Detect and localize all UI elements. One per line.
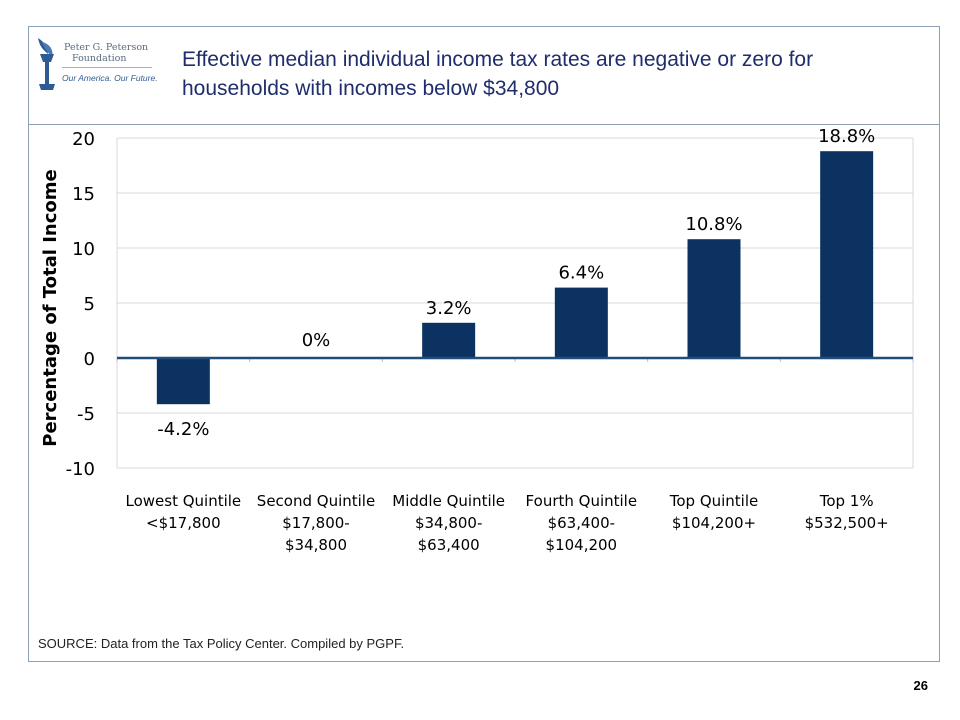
x-category-label: $34,800 xyxy=(285,536,347,554)
x-category-label: $17,800- xyxy=(282,514,349,532)
logo-name-line1: Peter G. Peterson xyxy=(64,42,149,53)
y-axis-title: Percentage of Total Income xyxy=(40,169,61,447)
data-label: 3.2% xyxy=(426,298,472,319)
x-category-label: Top Quintile xyxy=(669,492,759,510)
logo-rule xyxy=(62,67,152,68)
x-category-label: $104,200 xyxy=(546,536,618,554)
torch-icon xyxy=(38,38,55,90)
y-tick-label: 15 xyxy=(72,184,95,205)
bar xyxy=(156,358,210,405)
x-category-label: Lowest Quintile xyxy=(125,492,241,510)
header-divider xyxy=(28,124,940,125)
x-category-label: <$17,800 xyxy=(146,514,221,532)
y-tick-label: 10 xyxy=(72,239,95,260)
slide-frame xyxy=(28,26,940,662)
y-tick-label: 5 xyxy=(84,294,95,315)
foundation-logo: Peter G. Peterson Foundation Our America… xyxy=(34,36,158,94)
x-category-label: Top 1% xyxy=(819,492,874,510)
x-category-label: $34,800- xyxy=(415,514,482,532)
data-label: -4.2% xyxy=(157,419,209,440)
data-label: 6.4% xyxy=(558,263,604,284)
x-category-label: Fourth Quintile xyxy=(526,492,638,510)
x-category-label: $532,500+ xyxy=(805,514,889,532)
bar xyxy=(820,151,874,358)
x-category-label: $63,400 xyxy=(418,536,480,554)
y-tick-label: 20 xyxy=(72,129,95,150)
bar xyxy=(554,287,608,358)
y-tick-label: 0 xyxy=(84,349,95,370)
page-number: 26 xyxy=(913,678,928,693)
data-label: 10.8% xyxy=(685,214,742,235)
x-category-label: $104,200+ xyxy=(672,514,756,532)
slide-title: Effective median individual income tax r… xyxy=(182,48,814,100)
x-category-label: $63,400- xyxy=(548,514,615,532)
x-category-label: Middle Quintile xyxy=(392,492,505,510)
data-label: 0% xyxy=(302,330,331,351)
bar xyxy=(687,239,741,358)
bar xyxy=(422,322,476,358)
source-note: SOURCE: Data from the Tax Policy Center.… xyxy=(38,636,405,651)
logo-tagline: Our America. Our Future. xyxy=(62,73,158,83)
y-tick-label: -5 xyxy=(77,404,95,425)
data-label: 18.8% xyxy=(818,126,875,147)
y-tick-label: -10 xyxy=(66,459,95,480)
x-category-label: Second Quintile xyxy=(257,492,375,510)
logo-name-line2: Foundation xyxy=(72,53,127,64)
